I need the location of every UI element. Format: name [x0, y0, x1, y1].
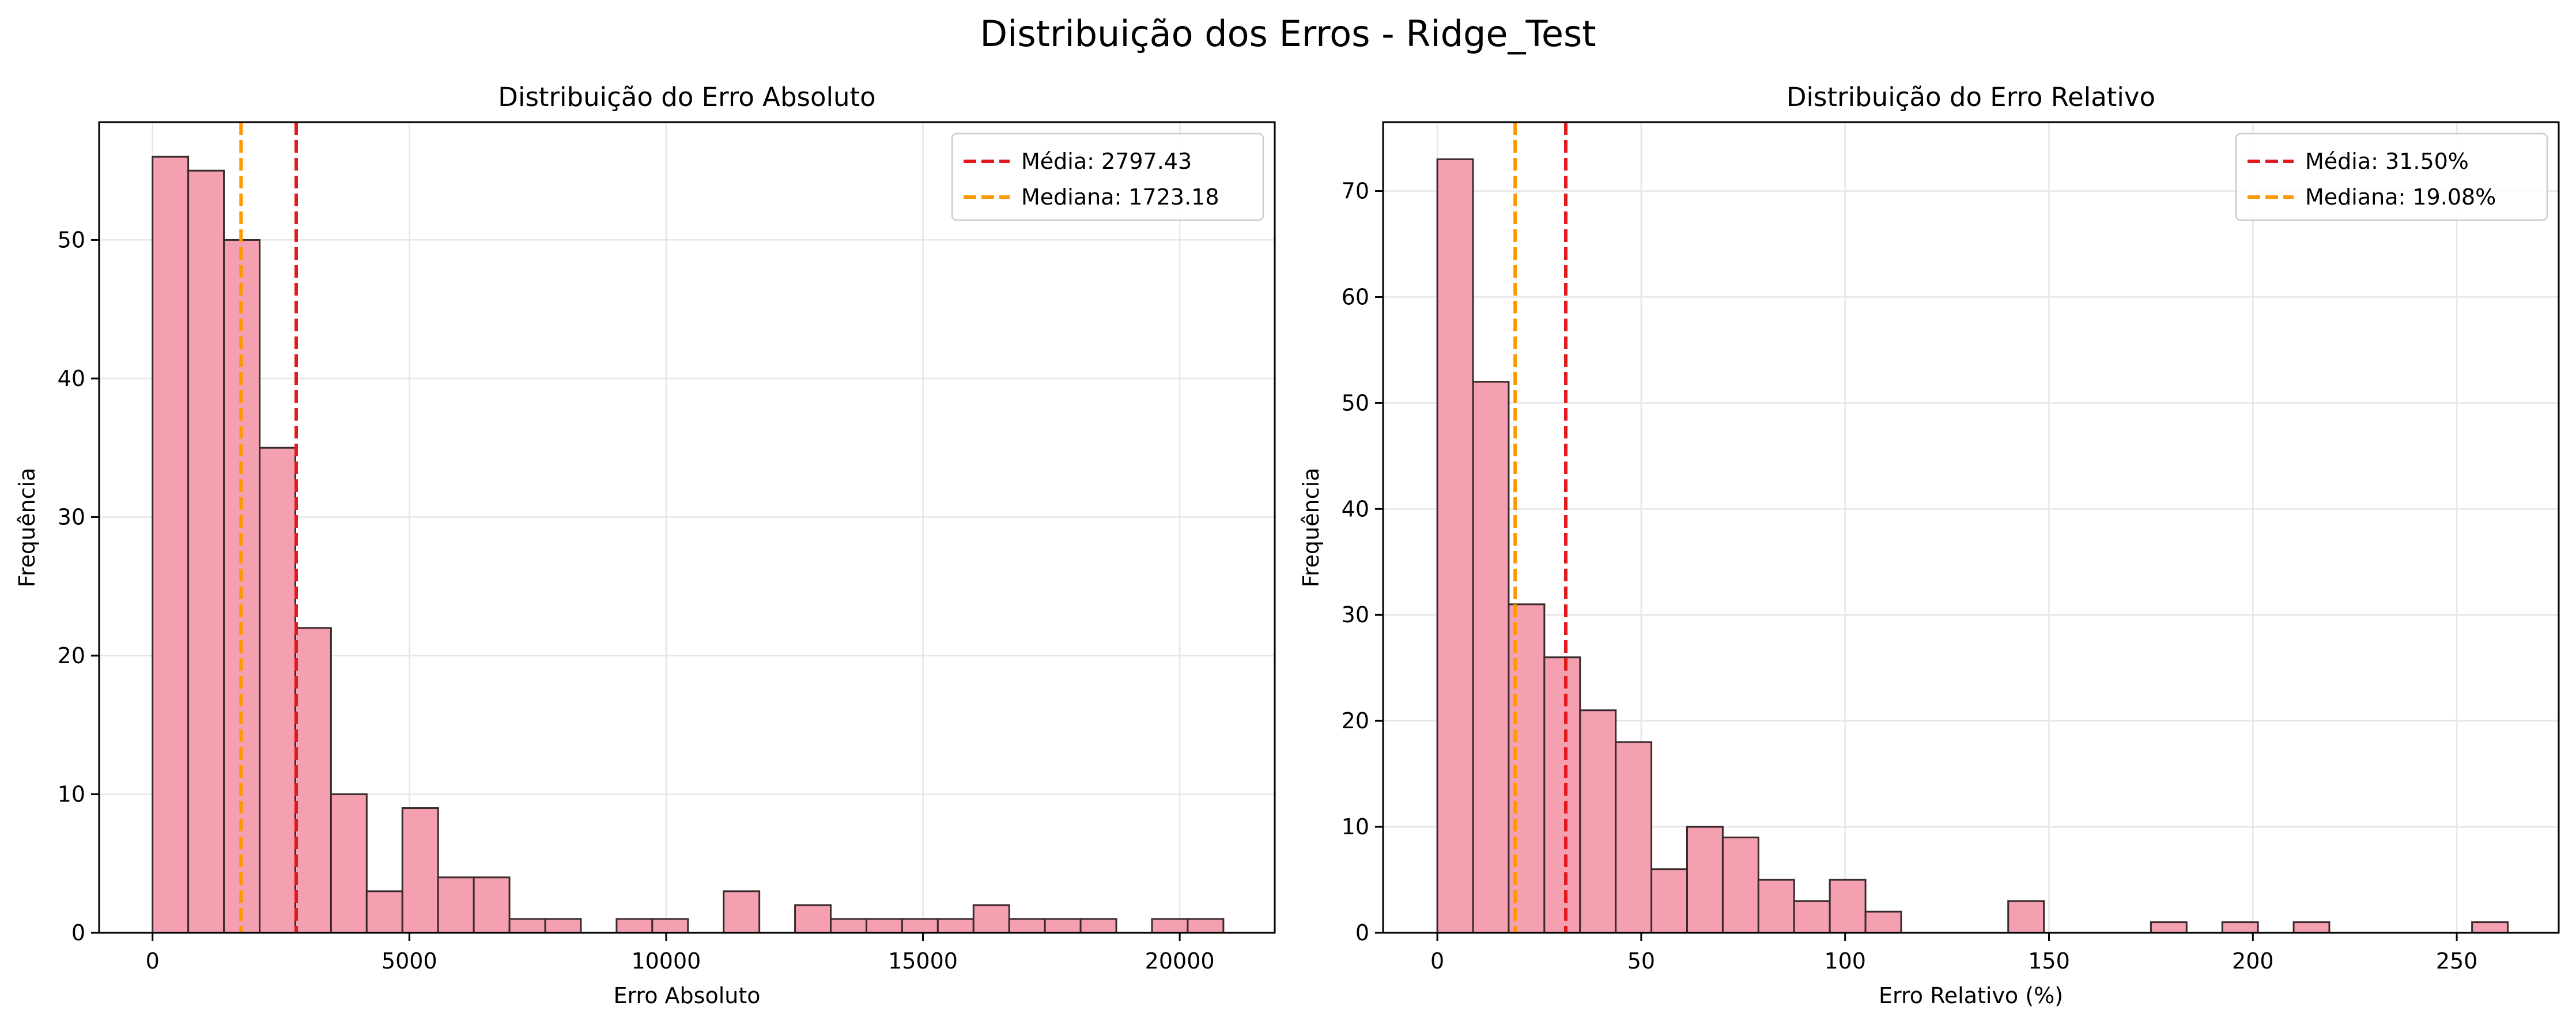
x-tick-label: 0: [146, 948, 160, 974]
histogram-bar: [615, 918, 654, 933]
y-tick-label: 40: [58, 366, 85, 391]
x-axis-label: Erro Relativo (%): [1879, 983, 2063, 1008]
axes-frame: [1382, 121, 2560, 934]
legend-box: [951, 133, 1264, 221]
histogram-bar: [152, 156, 190, 933]
histogram-bar: [508, 918, 546, 933]
legend-box: [2235, 133, 2548, 221]
histogram-bar: [2150, 921, 2188, 933]
histogram-bar: [473, 876, 511, 933]
x-tick-label: 150: [2028, 948, 2070, 974]
histogram-bar: [1079, 918, 1117, 933]
y-tick-label: 30: [58, 504, 85, 529]
y-tick-label: 10: [58, 781, 85, 807]
histogram-bar: [1044, 918, 1082, 933]
histogram-bar: [2007, 900, 2045, 933]
histogram-bar: [259, 447, 296, 933]
histogram-bar: [1721, 836, 1759, 933]
x-tick-label: 15000: [888, 948, 958, 974]
y-tick-label: 60: [1342, 284, 1369, 309]
histogram-bar: [1757, 879, 1795, 933]
histogram-bar: [1151, 918, 1189, 933]
chart-absolute-error: 0 5000 10000 15000 20000 0 10 20 30 40 50 Distribui…: [14, 82, 1276, 1008]
histogram-bar: [794, 904, 832, 933]
histogram-bar: [936, 918, 975, 933]
histogram-bar: [901, 918, 939, 933]
y-tick-label: 0: [71, 920, 85, 945]
y-axis-label: Frequência: [1298, 468, 1324, 588]
x-tick-label: 5000: [382, 948, 437, 974]
histogram-bar: [1436, 158, 1474, 933]
y-tick-label: 50: [58, 227, 85, 252]
x-tick-label: 50: [1627, 948, 1655, 974]
legend-label-mean: Média: 2797.43: [1021, 149, 1192, 174]
legend-label-median: Mediana: 1723.18: [1021, 184, 1219, 210]
legend: Média: 31.50% Mediana: 19.08%: [2235, 133, 2548, 221]
y-tick-label: 20: [1342, 708, 1369, 733]
x-axis-label: Erro Absoluto: [613, 983, 760, 1008]
histogram-bar: [1543, 656, 1581, 933]
histogram-bar: [544, 918, 582, 933]
histogram-bar: [830, 918, 867, 933]
y-tick-label: 20: [58, 643, 85, 668]
histogram-bar: [2292, 921, 2331, 933]
histogram-bar: [723, 890, 761, 933]
histogram-bar: [1650, 868, 1689, 933]
histogram-bar: [1793, 900, 1831, 933]
y-axis-label: Frequência: [14, 468, 40, 588]
x-tick-label: 10000: [631, 948, 701, 974]
histogram-bar: [1579, 709, 1617, 933]
axes-frame: [98, 121, 1276, 934]
histogram-bar: [294, 627, 332, 933]
histogram-bar: [1008, 918, 1046, 933]
histogram-bar: [1686, 826, 1724, 933]
figure-title: Distribuição dos Erros - Ridge_Test: [980, 13, 1596, 55]
histogram-bar: [2221, 921, 2259, 933]
chart-relative-error: 0 50 100 150 200 250 0 10 20 30 40 50 60 70 Distribuiç…: [1298, 82, 2560, 1008]
histogram-bar: [187, 169, 225, 933]
legend-label-median: Mediana: 19.08%: [2305, 184, 2496, 210]
x-tick-label: 0: [1430, 948, 1444, 974]
histogram-bar: [401, 807, 439, 933]
y-tick-label: 70: [1342, 179, 1369, 204]
y-tick-label: 50: [1342, 390, 1369, 415]
histogram-bar: [972, 904, 1010, 933]
x-tick-label: 20000: [1145, 948, 1215, 974]
histogram-bar: [1472, 381, 1510, 933]
histogram-bar: [1864, 910, 1902, 933]
y-tick-label: 0: [1355, 920, 1369, 945]
y-tick-label: 30: [1342, 602, 1369, 627]
legend-label-mean: Média: 31.50%: [2305, 149, 2469, 174]
y-tick-label: 40: [1342, 496, 1369, 521]
histogram-bar: [651, 918, 689, 933]
x-tick-label: 250: [2436, 948, 2478, 974]
histogram-bar: [330, 793, 368, 933]
y-tick-label: 10: [1342, 814, 1369, 839]
histogram-bar: [365, 890, 403, 933]
chart-title: Distribuição do Erro Relativo: [1786, 82, 2155, 112]
bars: [152, 156, 1225, 933]
x-tick-label: 200: [2232, 948, 2274, 974]
histogram-bar: [1829, 879, 1867, 933]
histogram-bar: [1187, 918, 1225, 933]
legend: Média: 2797.43 Mediana: 1723.18: [951, 133, 1264, 221]
histogram-bar: [1615, 741, 1653, 933]
histogram-bar: [865, 918, 903, 933]
bars: [1436, 158, 2509, 933]
x-tick-label: 100: [1824, 948, 1866, 974]
chart-title: Distribuição do Erro Absoluto: [498, 82, 875, 112]
histogram-bar: [2471, 921, 2509, 933]
histogram-bar: [437, 876, 475, 933]
